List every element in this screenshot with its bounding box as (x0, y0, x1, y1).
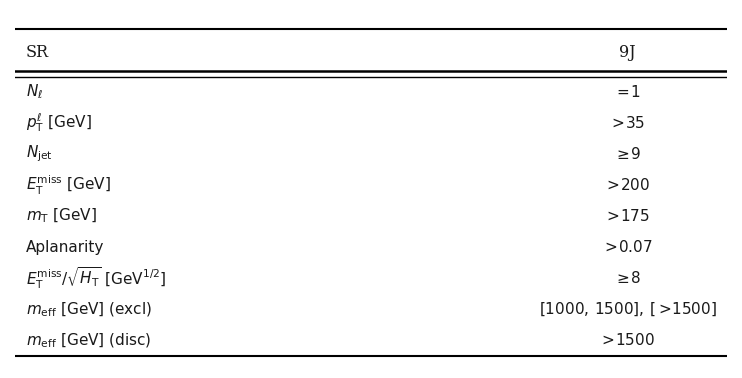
Text: $>\!200$: $>\!200$ (604, 177, 651, 193)
Text: $[1000,\,1500],\,[>\!1500]$: $[1000,\,1500],\,[>\!1500]$ (539, 301, 716, 318)
Text: $>\!1500$: $>\!1500$ (600, 332, 655, 349)
Text: $\geq\!9$: $\geq\!9$ (614, 146, 641, 162)
Text: $=\!1$: $=\!1$ (614, 84, 640, 100)
Text: $E_{\mathrm{T}}^{\mathrm{miss}}$ [GeV]: $E_{\mathrm{T}}^{\mathrm{miss}}$ [GeV] (25, 174, 111, 197)
Text: $N_{\mathrm{jet}}$: $N_{\mathrm{jet}}$ (25, 144, 53, 164)
Text: $N_{\ell}$: $N_{\ell}$ (25, 83, 43, 101)
Text: $p_{\mathrm{T}}^{\ell}$ [GeV]: $p_{\mathrm{T}}^{\ell}$ [GeV] (25, 112, 91, 135)
Text: 9J: 9J (619, 45, 636, 61)
Text: $m_{\mathrm{T}}$ [GeV]: $m_{\mathrm{T}}$ [GeV] (25, 207, 96, 225)
Text: $m_{\mathrm{eff}}$ [GeV] (excl): $m_{\mathrm{eff}}$ [GeV] (excl) (25, 300, 151, 319)
Text: $\geq\!8$: $\geq\!8$ (614, 270, 641, 286)
Text: $>\!175$: $>\!175$ (605, 208, 651, 224)
Text: $E_{\mathrm{T}}^{\mathrm{miss}}/\sqrt{H_{\mathrm{T}}}$ [GeV$^{1/2}$]: $E_{\mathrm{T}}^{\mathrm{miss}}/\sqrt{H_… (25, 265, 166, 291)
Text: $>\!35$: $>\!35$ (609, 115, 646, 131)
Text: SR: SR (25, 45, 49, 61)
Text: $m_{\mathrm{eff}}$ [GeV] (disc): $m_{\mathrm{eff}}$ [GeV] (disc) (25, 331, 151, 350)
Text: Aplanarity: Aplanarity (25, 240, 104, 255)
Text: $>\!0.07$: $>\!0.07$ (602, 239, 653, 255)
